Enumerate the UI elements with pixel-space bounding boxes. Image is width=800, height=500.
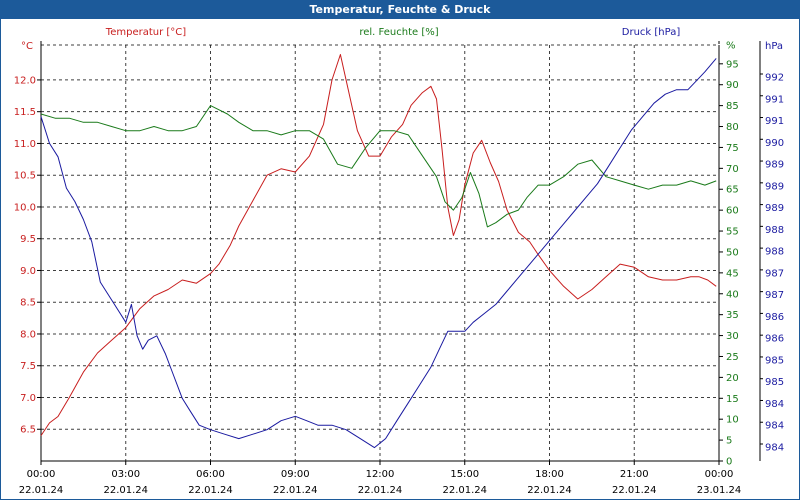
time-tick-label: 00:00 xyxy=(27,469,56,480)
date-tick-label: 22.01.24 xyxy=(358,485,403,496)
humidity-tick-label: 90 xyxy=(726,80,739,91)
axis-labels: °C Temperatur [°C] rel. Feuchte [%] Druc… xyxy=(21,27,783,52)
pressure-tick-label: 991 xyxy=(765,116,784,127)
humidity-unit-label: % xyxy=(726,41,736,52)
time-tick-label: 15:00 xyxy=(450,469,479,480)
pressure-unit-label: hPa xyxy=(765,41,783,52)
time-tick-label: 18:00 xyxy=(535,469,564,480)
temperature-tick-label: 8.5 xyxy=(20,298,36,309)
pressure-tick-label: 990 xyxy=(765,138,784,149)
temperature-tick-label: 12.0 xyxy=(14,75,36,86)
humidity-tick-label: 50 xyxy=(726,247,739,258)
date-tick-label: 22.01.24 xyxy=(188,485,233,496)
temperature-unit-label: °C xyxy=(21,41,33,52)
date-tick-label: 22.01.24 xyxy=(527,485,572,496)
time-tick-label: 03:00 xyxy=(111,469,140,480)
temperature-tick-label: 6.5 xyxy=(20,425,36,436)
time-tick-label: 00:00 xyxy=(705,469,734,480)
pressure-tick-label: 989 xyxy=(765,181,784,192)
pressure-tick-label: 984 xyxy=(765,443,784,454)
time-tick-label: 09:00 xyxy=(281,469,310,480)
pressure-line xyxy=(40,58,717,449)
pressure-tick-label: 987 xyxy=(765,268,784,279)
temperature-tick-label: 11.5 xyxy=(14,107,36,118)
pressure-tick-label: 987 xyxy=(765,290,784,301)
humidity-tick-label: 10 xyxy=(726,415,739,426)
humidity-line xyxy=(40,105,717,228)
pressure-tick-label: 989 xyxy=(765,160,784,171)
temperature-line xyxy=(40,54,717,436)
humidity-tick-label: 45 xyxy=(726,268,739,279)
humidity-axis-label: rel. Feuchte [%] xyxy=(359,27,438,38)
temperature-axis: 12.0 11.5 11.0 10.5 10.0 9.5 9.0 8.5 8.0 7.5 7.0 6.… xyxy=(14,75,41,436)
time-tick-label: 06:00 xyxy=(196,469,225,480)
temperature-tick-label: 10.5 xyxy=(14,171,36,182)
temperature-tick-label: 8.0 xyxy=(20,329,36,340)
pressure-tick-label: 988 xyxy=(765,247,784,258)
humidity-tick-label: 40 xyxy=(726,289,739,300)
pressure-tick-label: 988 xyxy=(765,225,784,236)
humidity-tick-label: 20 xyxy=(726,373,739,384)
humidity-tick-label: 5 xyxy=(726,436,732,447)
date-tick-label: 22.01.24 xyxy=(612,485,657,496)
pressure-tick-label: 984 xyxy=(765,399,784,410)
temperature-tick-label: 11.0 xyxy=(14,139,36,150)
temperature-axis-label: Temperatur [°C] xyxy=(105,27,186,38)
series-layer xyxy=(40,54,717,449)
pressure-tick-label: 986 xyxy=(765,312,784,323)
pressure-tick-label: 992 xyxy=(765,73,784,84)
time-tick-label: 21:00 xyxy=(620,469,649,480)
humidity-tick-label: 25 xyxy=(726,352,739,363)
pressure-tick-label: 985 xyxy=(765,355,784,366)
humidity-tick-label: 0 xyxy=(726,457,732,468)
humidity-tick-label: 35 xyxy=(726,310,739,321)
date-tick-label: 22.01.24 xyxy=(103,485,148,496)
temperature-tick-label: 9.0 xyxy=(20,266,36,277)
temperature-tick-label: 9.5 xyxy=(20,234,36,245)
humidity-tick-label: 70 xyxy=(726,164,739,175)
date-tick-label: 22.01.24 xyxy=(19,485,64,496)
pressure-tick-label: 989 xyxy=(765,203,784,214)
grid xyxy=(41,45,719,461)
humidity-tick-label: 65 xyxy=(726,185,739,196)
date-tick-label: 23.01.24 xyxy=(697,485,742,496)
humidity-tick-label: 75 xyxy=(726,143,739,154)
humidity-tick-label: 55 xyxy=(726,227,739,238)
pressure-axis: 992 991 991 990 989 989 989 988 988 987 987 986 986 9… xyxy=(759,41,784,461)
humidity-tick-label: 95 xyxy=(726,59,739,70)
time-tick-label: 12:00 xyxy=(366,469,395,480)
pressure-tick-label: 984 xyxy=(765,421,784,432)
temperature-tick-label: 7.5 xyxy=(20,361,36,372)
temperature-tick-label: 7.0 xyxy=(20,393,36,404)
time-axis: 00:00 22.01.24 03:00 22.01.24 06:00 22.01.24 0… xyxy=(19,461,742,496)
humidity-tick-label: 15 xyxy=(726,394,739,405)
chart-title: Temperatur, Feuchte & Druck xyxy=(1,1,799,19)
pressure-tick-label: 985 xyxy=(765,377,784,388)
humidity-tick-label: 80 xyxy=(726,122,739,133)
date-tick-label: 22.01.24 xyxy=(273,485,318,496)
temperature-tick-label: 10.0 xyxy=(14,202,36,213)
humidity-tick-label: 60 xyxy=(726,206,739,217)
humidity-tick-label: 30 xyxy=(726,331,739,342)
humidity-tick-label: 85 xyxy=(726,101,739,112)
date-tick-label: 22.01.24 xyxy=(442,485,487,496)
pressure-tick-label: 986 xyxy=(765,334,784,345)
pressure-axis-label: Druck [hPa] xyxy=(622,27,681,38)
pressure-tick-label: 991 xyxy=(765,94,784,105)
